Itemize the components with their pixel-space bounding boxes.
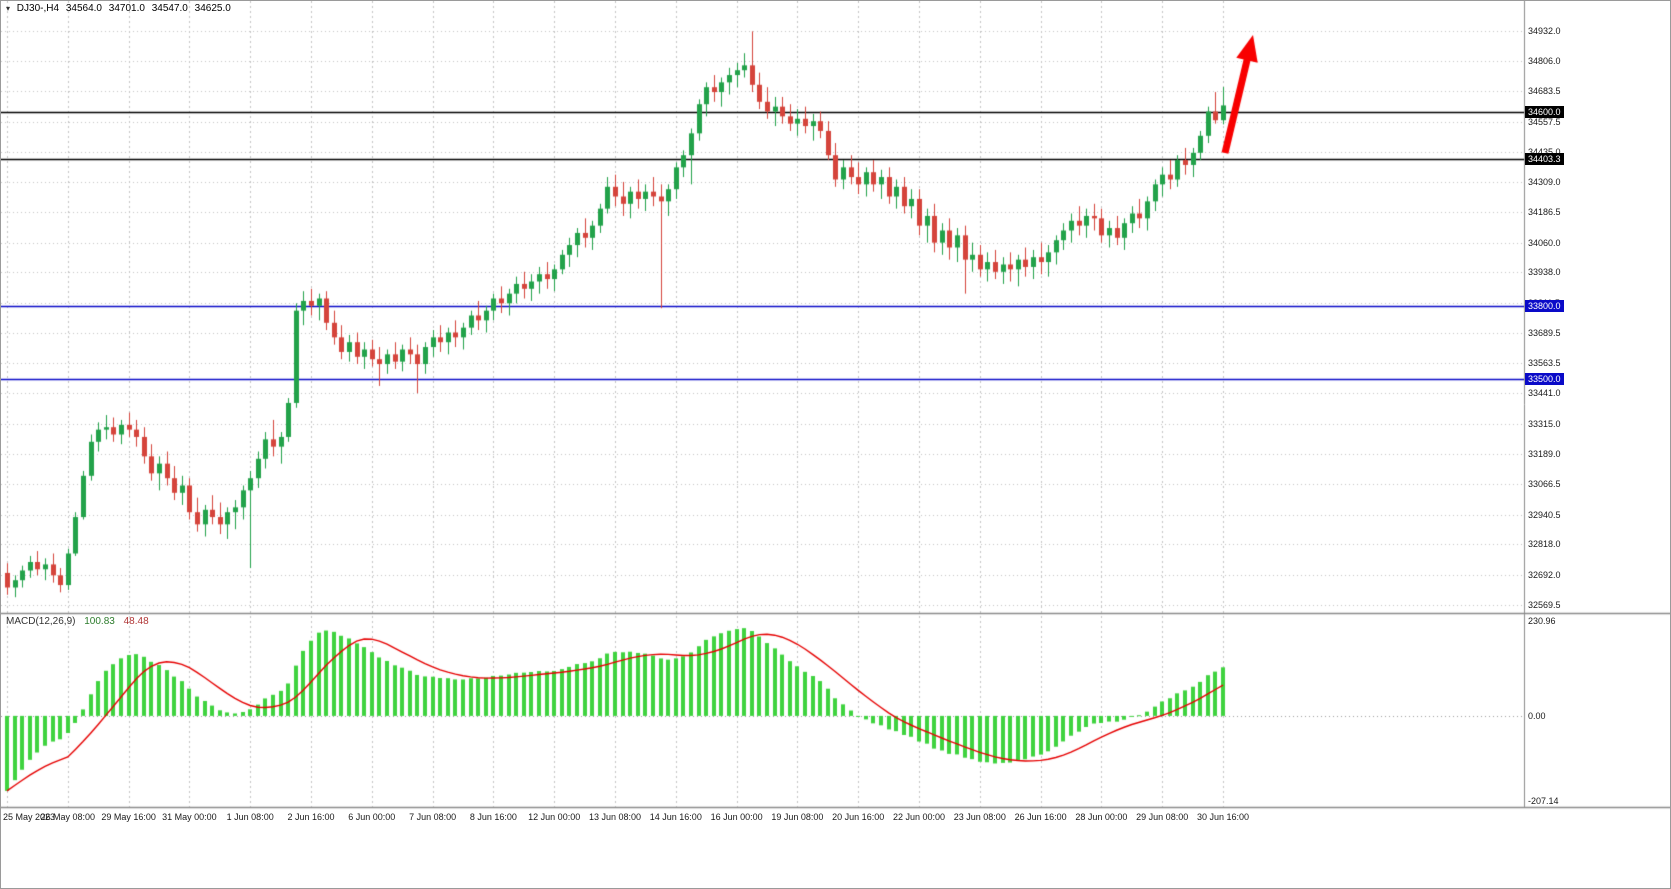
quick-trade-toggle-icon[interactable]: ▾: [6, 4, 11, 13]
price-tick-label: 34186.5: [1528, 206, 1561, 217]
time-axis-label: 12 Jun 00:00: [528, 812, 581, 822]
time-axis-label: 20 Jun 16:00: [832, 812, 885, 822]
price-tick-label: 34806.0: [1528, 56, 1561, 67]
price-tick-label: 32940.5: [1528, 509, 1561, 520]
price-tick-label: 33315.0: [1528, 418, 1561, 429]
hline-price-tag[interactable]: 33800.0: [1525, 299, 1564, 312]
time-axis-label: 28 Jun 00:00: [1075, 812, 1128, 822]
price-tick-label: 33189.0: [1528, 449, 1561, 460]
time-axis-label: 2 Jun 16:00: [287, 812, 335, 822]
price-tick-label: 33938.0: [1528, 267, 1561, 278]
time-axis-label: 29 May 16:00: [101, 812, 156, 822]
price-tick-label: 34435.0: [1528, 146, 1561, 157]
macd-signal-value: 48.48: [123, 616, 149, 627]
time-axis-label: 23 Jun 08:00: [953, 812, 1006, 822]
high-value: 34701.0: [108, 3, 145, 14]
time-axis-label: 30 Jun 16:00: [1196, 812, 1250, 822]
macd-tick-label: 230.96: [1528, 616, 1556, 626]
hline-price-tag[interactable]: 33500.0: [1525, 372, 1564, 385]
price-tick-label: 32818.0: [1528, 539, 1561, 550]
time-axis-label: 16 Jun 00:00: [710, 812, 763, 822]
price-tick-label: 33689.5: [1528, 327, 1561, 338]
price-tick-label: 33563.5: [1528, 358, 1561, 369]
macd-tick-label: -207.14: [1528, 796, 1559, 806]
price-tick-label: 32692.0: [1528, 569, 1561, 580]
close-value: 34625.0: [194, 3, 231, 14]
price-tick-label: 33066.5: [1528, 478, 1561, 489]
time-axis-label: 26 May 08:00: [40, 812, 96, 822]
time-axis-label: 6 Jun 00:00: [348, 812, 396, 822]
price-tick-label: 34557.5: [1528, 116, 1561, 127]
price-tick-label: 34932.0: [1528, 25, 1561, 36]
low-value: 34547.0: [151, 3, 188, 14]
macd-name: MACD(12,26,9): [6, 616, 76, 627]
macd-tick-label: 0.00: [1528, 710, 1546, 721]
time-axis-label: 31 May 00:00: [162, 812, 217, 822]
time-axis-label: 1 Jun 08:00: [226, 812, 274, 822]
time-axis-label: 13 Jun 08:00: [588, 812, 642, 822]
time-axis-label: 25 May 2023: [3, 812, 56, 822]
time-axis-label: 26 Jun 16:00: [1014, 812, 1067, 822]
macd-indicator-label: MACD(12,26,9) 100.83 48.48: [6, 616, 149, 627]
price-tick-label: 33441.0: [1528, 387, 1561, 398]
time-axis-label: 8 Jun 16:00: [469, 812, 517, 822]
time-axis-label: 7 Jun 08:00: [409, 812, 457, 822]
hline-price-tag[interactable]: 34403.3: [1525, 153, 1564, 166]
time-axis-label: 14 Jun 16:00: [649, 812, 702, 822]
time-axis-label: 29 Jun 08:00: [1136, 812, 1189, 822]
time-axis-label: 19 Jun 08:00: [771, 812, 824, 822]
hline-price-tag[interactable]: 34600.0: [1525, 105, 1564, 118]
symbol-period-label: DJ30-,H4: [16, 3, 60, 14]
price-tick-label: 34683.5: [1528, 86, 1561, 97]
price-tick-label: 34309.0: [1528, 177, 1561, 188]
price-tick-label: 32569.5: [1528, 599, 1561, 610]
symbol-info: ▾ DJ30-,H4 34564.0 34701.0 34547.0 34625…: [6, 3, 235, 14]
time-axis-label: 22 Jun 00:00: [892, 812, 946, 822]
price-tick-label: 34060.0: [1528, 237, 1561, 248]
macd-main-value: 100.83: [84, 616, 115, 627]
open-value: 34564.0: [65, 3, 102, 14]
